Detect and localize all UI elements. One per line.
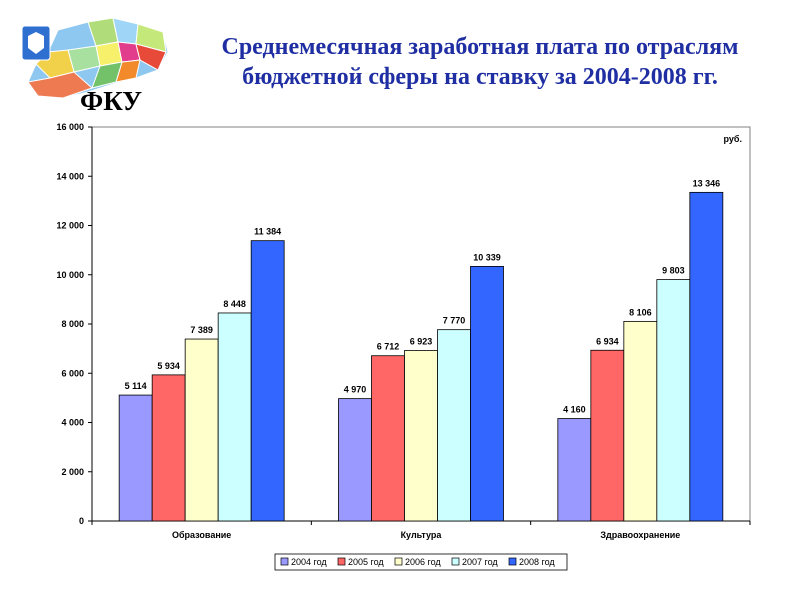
title-line-1: Среднемесячная заработная плата по отрас…	[221, 34, 739, 60]
legend-label: 2008 год	[519, 557, 555, 567]
y-tick-label: 8 000	[61, 319, 84, 329]
bar	[371, 355, 405, 522]
data-label: 7 389	[190, 325, 213, 335]
bar	[217, 312, 252, 522]
unit-label: руб.	[724, 134, 742, 144]
bar	[184, 338, 219, 522]
legend-label: 2007 год	[462, 557, 498, 567]
legend-swatch	[337, 557, 346, 566]
bar	[404, 350, 438, 522]
bar	[250, 240, 285, 522]
data-label: 8 448	[223, 299, 246, 309]
data-label: 7 770	[443, 316, 466, 326]
category-label: Образование	[172, 530, 231, 540]
legend-label: 2005 год	[348, 557, 384, 567]
x-axis: Образование Культура Здравоохранение	[91, 520, 751, 540]
data-label: 6 934	[596, 336, 619, 346]
logo-text: ФКУ	[80, 86, 143, 116]
bar	[118, 394, 153, 522]
bar	[656, 279, 691, 522]
data-label: 10 339	[473, 252, 501, 262]
y-tick-label: 16 000	[56, 122, 84, 132]
data-label: 4 160	[563, 405, 586, 415]
data-labels-group: 5 114 5 934 7 389 8 448 11 384 4 970 6 712 6 92…	[125, 178, 720, 414]
legend-swatch	[508, 557, 517, 566]
data-label: 9 803	[662, 266, 685, 276]
bar	[623, 320, 658, 522]
data-label: 8 106	[629, 307, 652, 317]
y-tick-label: 2 000	[61, 467, 84, 477]
legend-swatch	[394, 557, 403, 566]
legend: 2004 год 2005 год 2006 год 2007 год 2008 год	[274, 553, 568, 571]
legend-label: 2004 год	[291, 557, 327, 567]
legend-box	[274, 553, 568, 571]
y-tick-label: 12 000	[56, 221, 84, 231]
legend-swatch	[451, 557, 460, 566]
title-line-2: бюджетной сферы на ставку за 2004-2008 г…	[242, 64, 718, 90]
bar	[338, 398, 372, 522]
legend-swatch	[280, 557, 289, 566]
data-label: 6 923	[410, 337, 433, 347]
bar	[437, 329, 471, 522]
y-tick-label: 6 000	[61, 368, 84, 378]
y-tick-label: 0	[79, 516, 84, 526]
data-label: 6 712	[377, 342, 400, 352]
bars-group	[118, 191, 724, 522]
bar	[689, 191, 724, 522]
y-tick-label: 4 000	[61, 418, 84, 428]
bar	[590, 349, 625, 522]
data-label: 13 346	[693, 178, 721, 188]
y-tick-label: 10 000	[56, 270, 84, 280]
data-label: 5 114	[125, 381, 147, 391]
category-label: Культура	[401, 530, 443, 540]
data-label: 11 384	[254, 227, 281, 237]
bar	[151, 374, 186, 522]
bar	[557, 418, 592, 522]
page-title: Среднемесячная заработная плата по отрас…	[180, 32, 780, 92]
y-tick-label: 14 000	[56, 171, 84, 181]
bar	[470, 266, 504, 522]
logo-map-image	[21, 17, 169, 99]
y-axis: 0 2 000 4 000 6 000 8 000 10 000 12 000 14 000 1…	[56, 122, 93, 526]
data-label: 4 970	[344, 385, 367, 395]
data-label: 5 934	[157, 361, 180, 371]
legend-label: 2006 год	[405, 557, 441, 567]
category-label: Здравоохранение	[600, 530, 680, 540]
